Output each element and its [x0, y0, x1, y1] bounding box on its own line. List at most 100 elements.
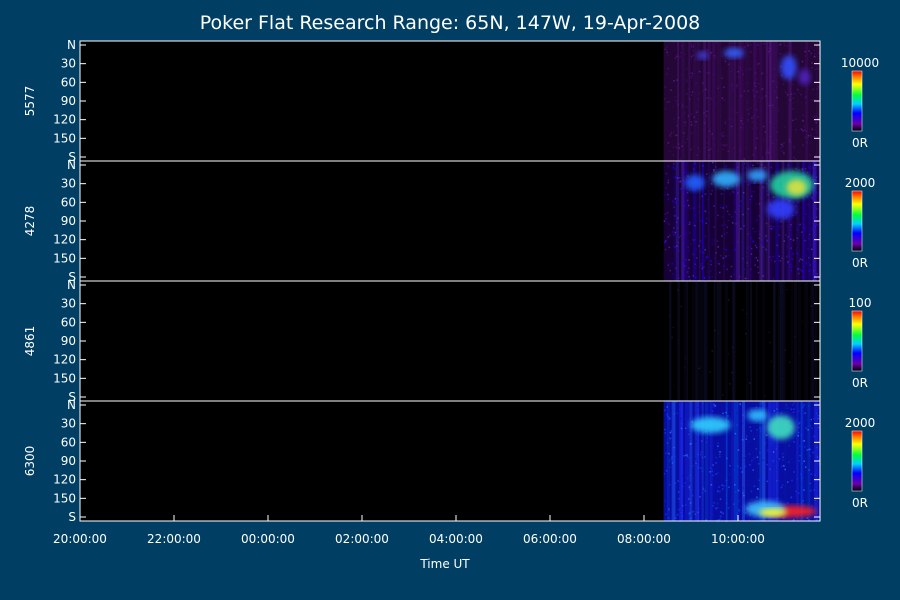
data-speck — [708, 103, 711, 106]
y-tick-label: S — [68, 150, 76, 164]
data-speck — [703, 128, 705, 131]
data-speck — [785, 415, 788, 417]
data-speck — [736, 84, 738, 87]
data-speck — [794, 335, 796, 338]
data-speck — [740, 69, 742, 72]
data-speck — [790, 269, 793, 272]
data-speck — [750, 490, 753, 493]
data-streak — [714, 161, 717, 281]
data-speck — [755, 203, 757, 206]
data-streak — [802, 161, 806, 281]
data-speck — [742, 492, 744, 494]
data-speck — [684, 53, 687, 55]
data-speck — [675, 176, 677, 178]
data-speck — [737, 489, 740, 492]
data-speck — [812, 451, 814, 454]
data-speck — [708, 72, 711, 74]
data-speck — [680, 102, 683, 104]
data-speck — [765, 235, 767, 237]
data-speck — [681, 114, 683, 117]
data-speck — [766, 74, 769, 76]
data-speck — [801, 119, 804, 122]
data-speck — [795, 249, 797, 252]
data-speck — [715, 42, 718, 44]
data-streak — [717, 41, 719, 161]
data-speck — [758, 203, 761, 205]
data-speck — [787, 236, 790, 238]
data-speck — [715, 57, 717, 60]
data-speck — [705, 519, 707, 522]
data-speck — [677, 217, 679, 219]
data-speck — [759, 430, 762, 432]
data-speck — [713, 169, 715, 171]
data-speck — [773, 64, 776, 67]
data-speck — [675, 100, 677, 102]
data-speck — [705, 210, 707, 213]
data-speck — [723, 265, 725, 267]
panel-label: 5577 — [23, 86, 37, 117]
data-streak — [726, 401, 728, 521]
data-speck — [781, 484, 784, 486]
data-speck — [736, 184, 738, 187]
data-speck — [722, 257, 724, 259]
data-speck — [778, 255, 781, 257]
data-speck — [781, 145, 784, 147]
data-speck — [694, 58, 696, 61]
data-speck — [669, 431, 672, 434]
data-speck — [818, 489, 820, 492]
data-speck — [743, 162, 746, 165]
data-speck — [802, 440, 805, 442]
data-speck — [793, 402, 795, 404]
data-streak — [717, 281, 722, 401]
data-speck — [667, 236, 670, 238]
data-streak — [723, 161, 725, 281]
data-speck — [735, 223, 737, 225]
data-speck — [764, 166, 766, 169]
data-speck — [765, 95, 767, 97]
data-speck — [799, 151, 801, 153]
data-feature — [780, 55, 797, 80]
data-speck — [664, 512, 667, 515]
data-speck — [737, 76, 740, 78]
data-speck — [772, 468, 775, 470]
data-streak — [696, 401, 699, 521]
data-speck — [697, 466, 700, 469]
data-speck — [737, 67, 740, 70]
data-speck — [759, 241, 762, 244]
data-speck — [784, 126, 786, 128]
data-speck — [664, 409, 666, 412]
data-speck — [769, 104, 771, 107]
data-speck — [683, 266, 686, 269]
data-speck — [813, 161, 815, 164]
data-speck — [739, 205, 742, 207]
data-speck — [745, 312, 748, 315]
data-speck — [813, 517, 815, 519]
data-speck — [678, 94, 680, 96]
data-speck — [739, 467, 742, 469]
colorbar-max-label: 10000 — [841, 56, 879, 70]
data-speck — [727, 299, 730, 301]
data-speck — [716, 262, 718, 264]
data-speck — [682, 418, 685, 421]
data-speck — [739, 41, 742, 43]
data-speck — [788, 200, 791, 202]
data-speck — [782, 459, 784, 461]
data-speck — [754, 230, 756, 233]
data-speck — [766, 55, 769, 58]
data-speck — [767, 161, 770, 164]
data-speck — [756, 137, 758, 140]
data-speck — [741, 122, 744, 125]
data-speck — [723, 67, 725, 69]
data-speck — [752, 190, 755, 193]
data-speck — [810, 134, 812, 137]
data-speck — [687, 175, 689, 177]
data-speck — [743, 416, 746, 418]
data-speck — [688, 512, 691, 515]
y-tick-label: 150 — [53, 131, 76, 145]
data-speck — [794, 214, 797, 216]
data-speck — [678, 236, 681, 239]
data-speck — [671, 456, 673, 458]
data-speck — [757, 83, 760, 85]
data-speck — [755, 109, 758, 111]
data-speck — [689, 511, 692, 514]
